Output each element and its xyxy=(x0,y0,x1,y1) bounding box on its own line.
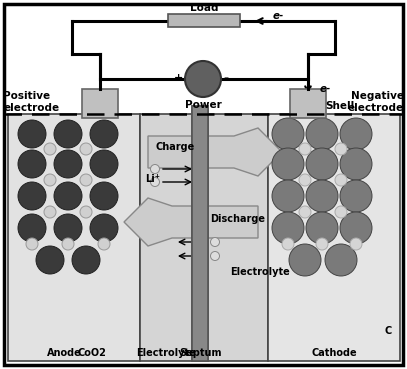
Text: Charge: Charge xyxy=(155,142,194,152)
Text: e-: e- xyxy=(272,11,284,21)
Circle shape xyxy=(340,180,372,212)
Circle shape xyxy=(151,177,160,186)
Circle shape xyxy=(272,180,304,212)
Circle shape xyxy=(90,150,118,178)
Circle shape xyxy=(282,238,294,250)
Text: +: + xyxy=(174,73,183,83)
Circle shape xyxy=(272,212,304,244)
Circle shape xyxy=(325,244,357,276)
Circle shape xyxy=(306,212,338,244)
Circle shape xyxy=(98,238,110,250)
Circle shape xyxy=(26,238,38,250)
Bar xyxy=(82,89,118,118)
Circle shape xyxy=(316,238,328,250)
Text: CoO2: CoO2 xyxy=(78,348,107,358)
Circle shape xyxy=(299,206,311,218)
Circle shape xyxy=(54,150,82,178)
Bar xyxy=(192,106,208,361)
Text: Shell: Shell xyxy=(325,101,354,111)
Bar xyxy=(168,14,240,27)
Circle shape xyxy=(18,182,46,210)
Text: Positive
electrode: Positive electrode xyxy=(3,91,59,113)
Circle shape xyxy=(340,148,372,180)
Text: Cathode: Cathode xyxy=(311,348,357,358)
Text: e-: e- xyxy=(320,84,331,94)
Text: C: C xyxy=(385,326,392,336)
Bar xyxy=(268,114,400,361)
Circle shape xyxy=(80,174,92,186)
Circle shape xyxy=(18,150,46,178)
Circle shape xyxy=(80,206,92,218)
Text: Electrolyte: Electrolyte xyxy=(136,348,196,358)
Text: Anode: Anode xyxy=(47,348,81,358)
Text: Power: Power xyxy=(185,100,221,110)
Circle shape xyxy=(54,120,82,148)
Circle shape xyxy=(299,174,311,186)
Circle shape xyxy=(306,180,338,212)
Circle shape xyxy=(80,143,92,155)
Circle shape xyxy=(90,182,118,210)
Circle shape xyxy=(90,120,118,148)
Text: Load: Load xyxy=(190,3,218,13)
Text: Negative
electrode: Negative electrode xyxy=(348,91,404,113)
Circle shape xyxy=(340,118,372,150)
Circle shape xyxy=(44,206,56,218)
Bar xyxy=(290,89,326,118)
Polygon shape xyxy=(148,128,282,176)
Circle shape xyxy=(335,174,347,186)
Text: Li⁺: Li⁺ xyxy=(145,174,160,184)
Circle shape xyxy=(335,143,347,155)
Circle shape xyxy=(62,238,74,250)
Circle shape xyxy=(306,118,338,150)
Circle shape xyxy=(18,120,46,148)
Circle shape xyxy=(335,206,347,218)
Circle shape xyxy=(54,214,82,242)
Circle shape xyxy=(272,148,304,180)
Bar xyxy=(192,106,208,361)
Text: -: - xyxy=(223,72,228,85)
Text: Discharge: Discharge xyxy=(210,214,265,224)
Circle shape xyxy=(44,174,56,186)
Circle shape xyxy=(151,165,160,173)
Circle shape xyxy=(210,238,219,246)
Circle shape xyxy=(350,238,362,250)
Bar xyxy=(140,114,268,361)
Circle shape xyxy=(185,61,221,97)
Circle shape xyxy=(340,212,372,244)
Circle shape xyxy=(272,118,304,150)
Circle shape xyxy=(44,143,56,155)
Circle shape xyxy=(72,246,100,274)
Circle shape xyxy=(210,252,219,261)
Circle shape xyxy=(18,214,46,242)
Circle shape xyxy=(306,148,338,180)
Text: Septum: Septum xyxy=(179,348,221,358)
Circle shape xyxy=(36,246,64,274)
Polygon shape xyxy=(124,198,258,246)
Circle shape xyxy=(289,244,321,276)
Circle shape xyxy=(90,214,118,242)
Circle shape xyxy=(299,143,311,155)
Text: Electrolyte: Electrolyte xyxy=(230,267,290,277)
Circle shape xyxy=(54,182,82,210)
Bar xyxy=(8,114,140,361)
